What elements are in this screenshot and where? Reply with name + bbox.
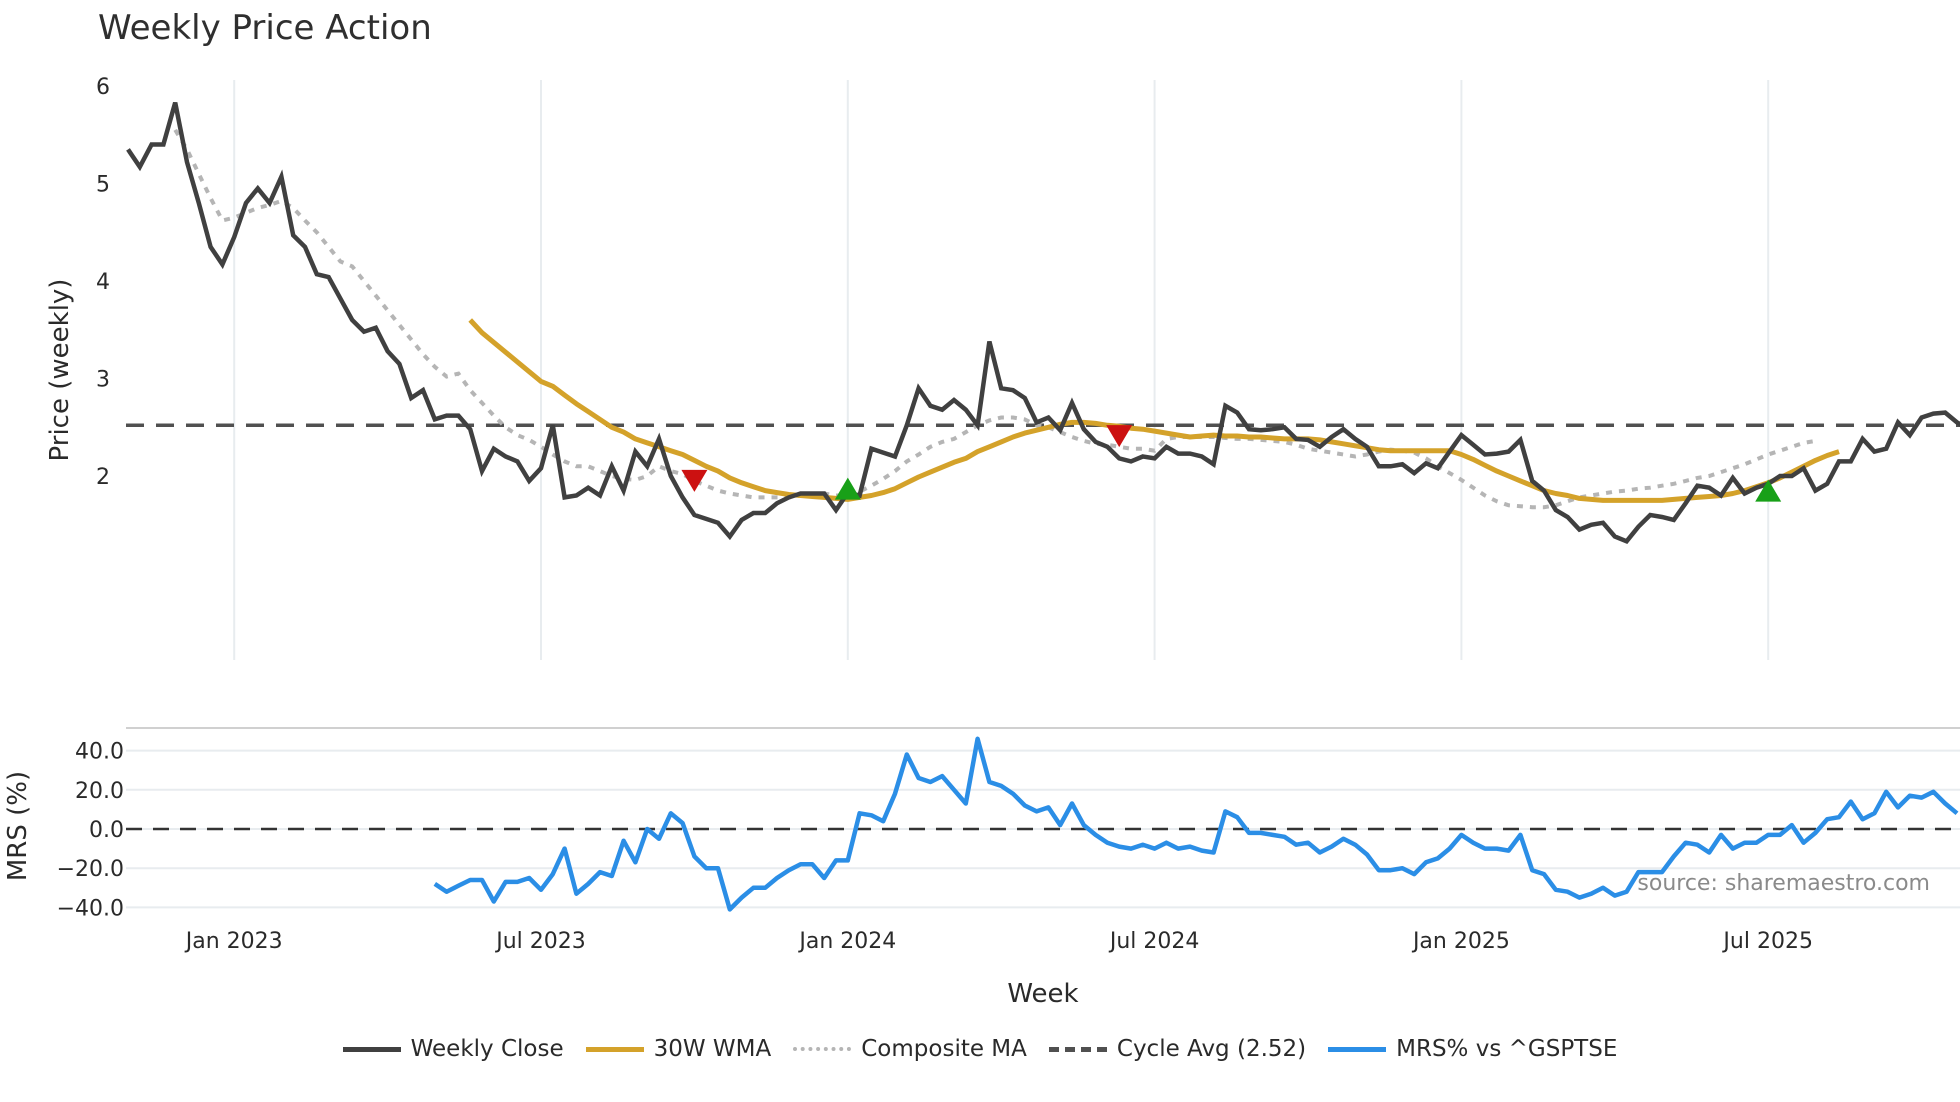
legend-item[interactable]: Cycle Avg (2.52) [1048, 1036, 1307, 1062]
x-tick-label: Jul 2024 [1108, 929, 1200, 954]
legend-label: 30W WMA [653, 1036, 772, 1062]
signal-markers [681, 425, 1782, 502]
composite-ma-line [173, 128, 1816, 510]
mrs-y-axis-title: MRS (%) [3, 771, 33, 881]
chart-title: Weekly Price Action [98, 8, 432, 48]
x-tick-label: Jan 2024 [797, 929, 896, 954]
mrs-y-tick-label: −40.0 [57, 896, 124, 921]
legend-item[interactable]: Composite MA [793, 1036, 1027, 1062]
price-y-tick-label: 6 [96, 75, 110, 100]
legend-line-swatch-icon [585, 1046, 644, 1052]
x-axis-title: Week [1007, 979, 1078, 1009]
weekly-close-line [126, 101, 1960, 545]
mrs-y-tick-label: 20.0 [75, 779, 124, 804]
legend-line-swatch-icon [342, 1046, 401, 1052]
wma-30w-line [468, 318, 1840, 503]
x-tick-label: Jan 2025 [1411, 929, 1510, 954]
buy-signal-triangle-up-icon [834, 477, 861, 500]
legend-line-swatch-icon [793, 1047, 852, 1051]
legend-item[interactable]: MRS% vs ^GSPTSE [1328, 1036, 1617, 1062]
x-tick-label: Jul 2023 [494, 929, 586, 954]
price-y-tick-label: 3 [96, 368, 110, 393]
legend-line-swatch-icon [1048, 1046, 1107, 1052]
price-y-tick-label: 4 [96, 270, 110, 295]
legend-label: Cycle Avg (2.52) [1116, 1036, 1307, 1062]
x-tick-label: Jul 2025 [1721, 929, 1813, 954]
sell-signal-triangle-down-icon [1106, 425, 1133, 448]
source-watermark: source: sharemaestro.com [1637, 871, 1930, 896]
legend: Weekly Close 30W WMA Composite MA Cycle Avg… [0, 1036, 1960, 1062]
mrs-y-tick-label: −20.0 [57, 857, 124, 882]
x-axis-ticks: Jan 2023 Jul 2023 Jan 2024 Jul 2024 Jan 2025… [184, 929, 1813, 954]
mrs-line [433, 736, 1959, 912]
price-y-tick-label: 2 [96, 465, 110, 490]
price-gridlines [233, 80, 1770, 660]
mrs-y-axis-ticks: 40.0 20.0 0.0 −20.0 −40.0 [57, 740, 124, 922]
price-y-axis-title: Price (weekly) [45, 279, 75, 462]
buy-signal-triangle-up-icon [1755, 479, 1782, 502]
legend-item[interactable]: Weekly Close [342, 1036, 564, 1062]
legend-item[interactable]: 30W WMA [585, 1036, 772, 1062]
mrs-gridlines [126, 749, 1960, 909]
price-y-tick-label: 5 [96, 173, 110, 198]
legend-label: Composite MA [861, 1036, 1027, 1062]
mrs-y-tick-label: 40.0 [75, 740, 124, 765]
sell-signal-triangle-down-icon [681, 469, 708, 492]
legend-line-swatch-icon [1328, 1046, 1387, 1052]
mrs-y-tick-label: 0.0 [89, 818, 124, 843]
legend-label: MRS% vs ^GSPTSE [1396, 1036, 1618, 1062]
x-tick-label: Jan 2023 [184, 929, 283, 954]
price-y-axis-ticks: 2 3 4 5 6 [96, 75, 110, 490]
legend-label: Weekly Close [410, 1036, 564, 1062]
